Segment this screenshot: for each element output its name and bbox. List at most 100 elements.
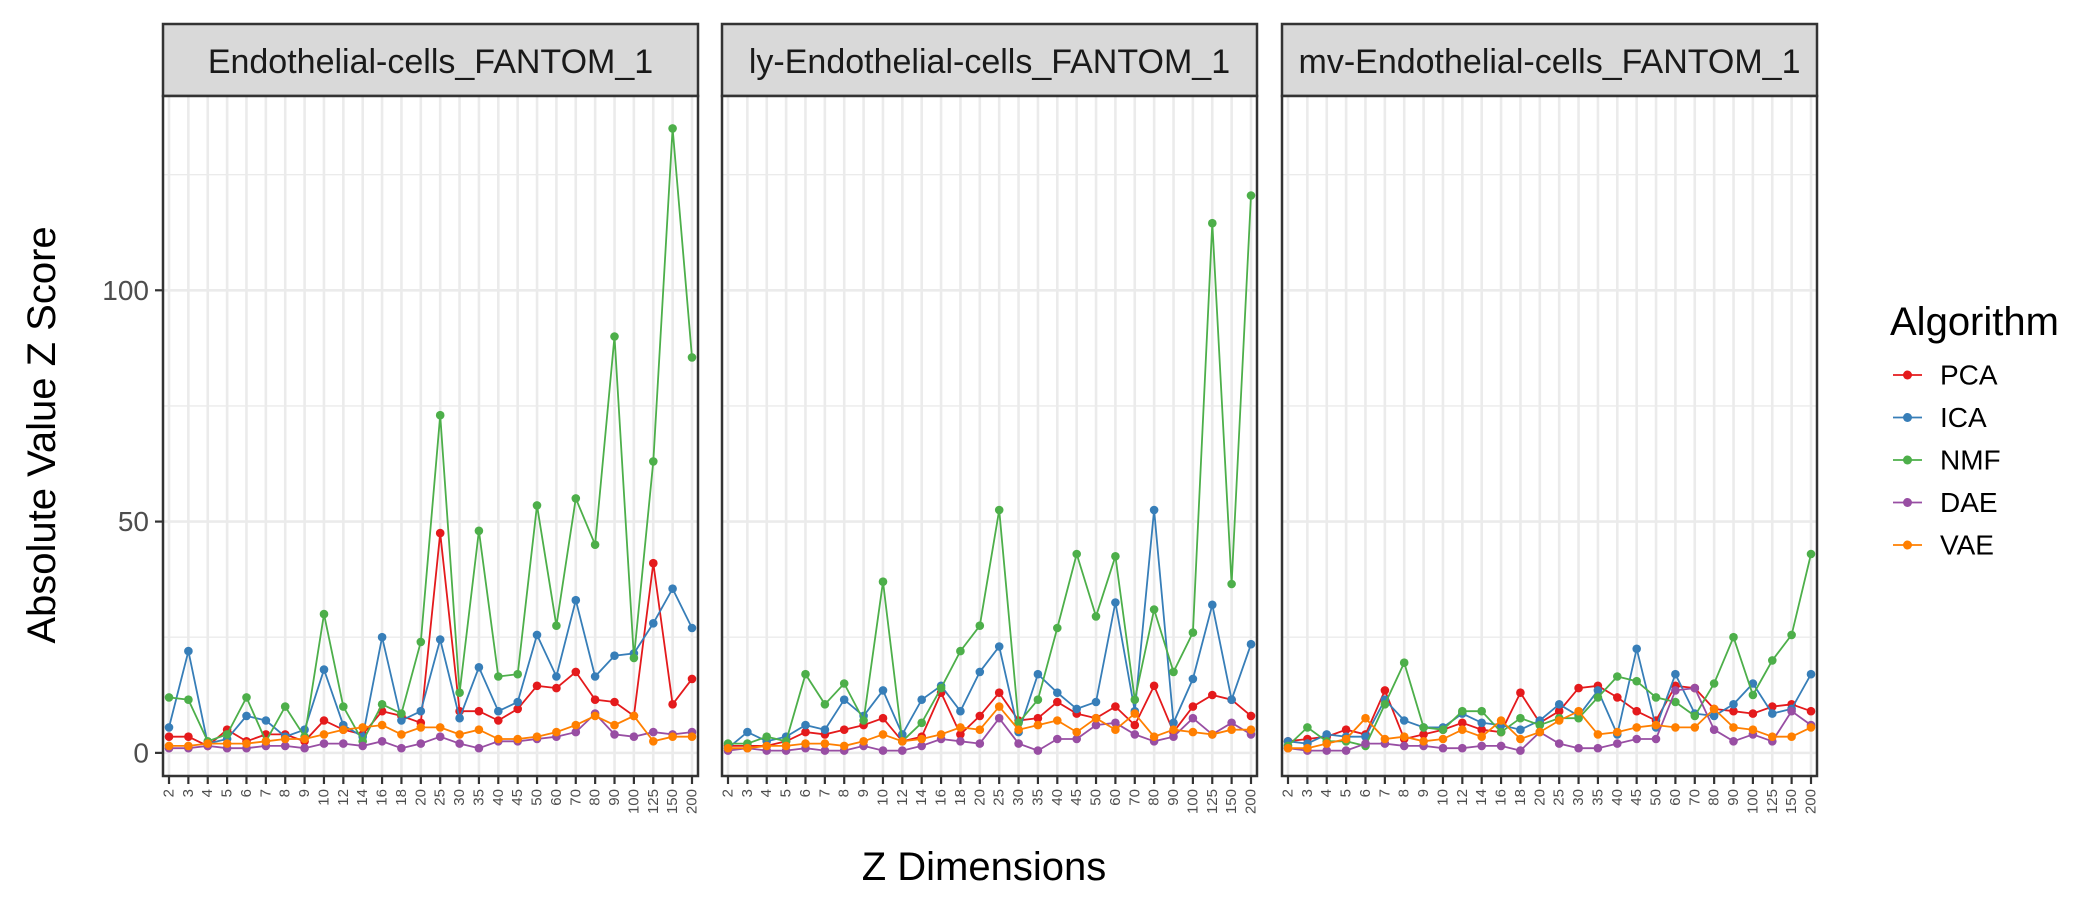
data-point bbox=[1574, 683, 1583, 693]
data-point bbox=[1709, 679, 1719, 688]
data-point bbox=[1593, 730, 1603, 739]
data-point bbox=[1690, 723, 1700, 732]
x-tick-label: 14 bbox=[913, 789, 930, 806]
data-point bbox=[571, 727, 581, 737]
data-point bbox=[1111, 702, 1120, 711]
data-point bbox=[994, 713, 1004, 723]
x-tick-label: 35 bbox=[1029, 789, 1046, 806]
legend-label: NMF bbox=[1940, 445, 2001, 476]
data-point bbox=[917, 741, 926, 751]
x-tick-label: 100 bbox=[1744, 789, 1761, 814]
data-point bbox=[571, 667, 581, 677]
data-point bbox=[1033, 746, 1043, 755]
data-point bbox=[474, 526, 484, 536]
data-point bbox=[1593, 743, 1603, 753]
data-point bbox=[1729, 737, 1738, 746]
data-point bbox=[629, 732, 639, 741]
x-tick-label: 18 bbox=[952, 789, 969, 806]
data-point bbox=[1149, 732, 1159, 741]
data-point bbox=[552, 727, 561, 737]
data-point bbox=[1111, 718, 1120, 728]
data-point bbox=[1091, 697, 1101, 707]
y-axis: 0 50 100 bbox=[102, 275, 163, 768]
data-point bbox=[1130, 709, 1140, 718]
data-point bbox=[184, 646, 193, 656]
x-tick-label: 20 bbox=[1531, 789, 1548, 806]
x-tick-label: 125 bbox=[1204, 789, 1221, 814]
data-point bbox=[242, 711, 251, 721]
data-point bbox=[956, 646, 965, 656]
data-point bbox=[610, 730, 619, 739]
data-point bbox=[1149, 505, 1159, 515]
data-point bbox=[1632, 644, 1641, 654]
data-point bbox=[917, 734, 926, 744]
data-point bbox=[820, 739, 830, 748]
data-point bbox=[1613, 727, 1622, 737]
data-point bbox=[1593, 693, 1603, 702]
data-point bbox=[474, 743, 484, 753]
data-point bbox=[668, 732, 677, 741]
data-point bbox=[1632, 723, 1641, 732]
data-point bbox=[1613, 672, 1622, 681]
data-point bbox=[1574, 706, 1583, 716]
data-point bbox=[1380, 686, 1390, 695]
data-point bbox=[649, 727, 658, 737]
data-point bbox=[743, 743, 752, 753]
data-point bbox=[839, 695, 849, 704]
x-tick-label: 12 bbox=[335, 789, 352, 806]
data-point bbox=[1130, 720, 1140, 730]
data-point bbox=[1303, 723, 1312, 732]
data-point bbox=[1072, 704, 1081, 714]
data-point bbox=[1632, 676, 1641, 686]
data-point bbox=[1690, 683, 1700, 693]
x-tick-label: 200 bbox=[1803, 789, 1820, 814]
x-tick-label: 14 bbox=[354, 789, 371, 806]
data-point bbox=[1438, 725, 1448, 734]
data-point bbox=[513, 734, 522, 744]
data-point bbox=[1283, 743, 1293, 753]
x-tick-label: 5 bbox=[778, 789, 795, 797]
data-point bbox=[1477, 732, 1486, 741]
series-vae bbox=[164, 711, 697, 751]
data-point bbox=[859, 716, 868, 725]
x-tick-label: 30 bbox=[451, 789, 468, 806]
data-point bbox=[781, 741, 791, 751]
data-point bbox=[801, 669, 810, 679]
x-tick-label: 30 bbox=[1570, 789, 1587, 806]
data-point bbox=[1768, 709, 1777, 718]
data-point bbox=[1246, 711, 1256, 721]
x-tick-label: 6 bbox=[238, 789, 255, 797]
x-tick-label: 5 bbox=[219, 789, 236, 797]
data-point bbox=[552, 683, 561, 693]
data-point bbox=[1787, 732, 1796, 741]
data-point bbox=[300, 743, 309, 753]
data-point bbox=[1477, 725, 1486, 734]
data-point bbox=[687, 674, 697, 684]
x-tick-label: 16 bbox=[374, 789, 391, 806]
data-point bbox=[397, 730, 406, 739]
series-line-pca bbox=[728, 683, 1252, 747]
data-point bbox=[1322, 739, 1331, 748]
data-point bbox=[1130, 695, 1140, 704]
data-point bbox=[184, 695, 193, 704]
panel-title: Endothelial-cells_FANTOM_1 bbox=[208, 43, 653, 81]
x-tick-label: 2 bbox=[1280, 789, 1297, 797]
x-tick-label: 70 bbox=[567, 789, 584, 806]
data-point bbox=[687, 623, 697, 633]
data-point bbox=[1149, 681, 1159, 691]
x-tick-label: 30 bbox=[1010, 789, 1027, 806]
data-point bbox=[1014, 725, 1023, 734]
gridlines bbox=[722, 96, 1257, 776]
panel-strip bbox=[161, 22, 700, 98]
x-tick-label: 20 bbox=[412, 789, 429, 806]
data-point bbox=[839, 679, 849, 688]
data-point bbox=[1227, 718, 1236, 728]
data-point bbox=[1593, 686, 1603, 695]
x-tick-label: 12 bbox=[894, 789, 911, 806]
data-point bbox=[878, 730, 888, 739]
data-point bbox=[1477, 706, 1486, 716]
x-tick-label: 60 bbox=[548, 789, 565, 806]
data-point bbox=[629, 653, 639, 663]
data-point bbox=[1516, 746, 1525, 755]
legend-key-point bbox=[1903, 498, 1912, 507]
